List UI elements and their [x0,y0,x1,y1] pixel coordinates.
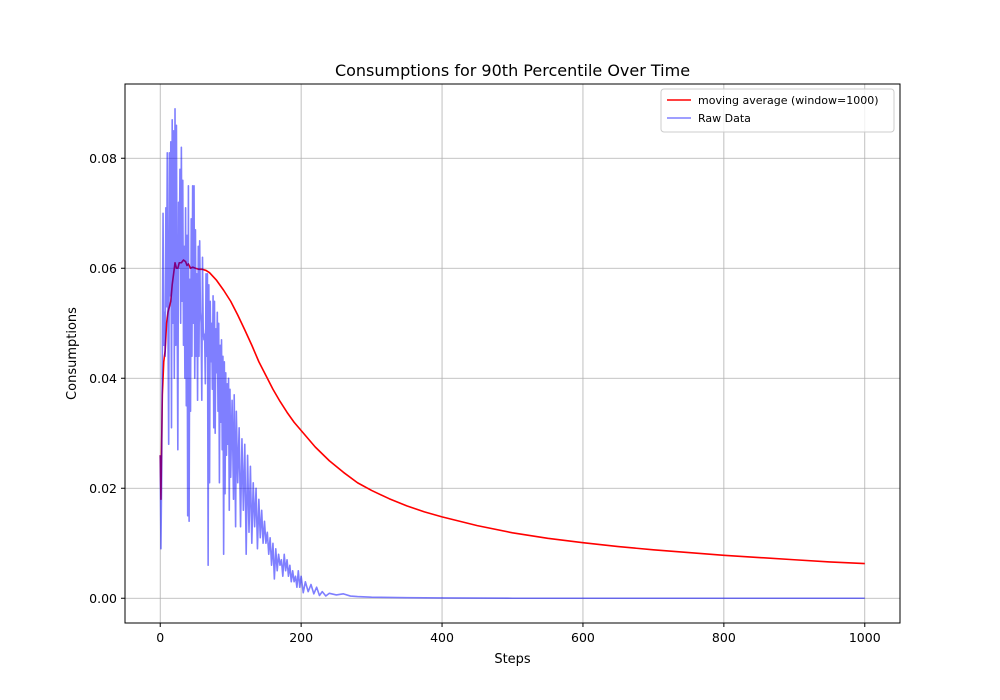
series-line-raw-data [159,107,865,600]
chart-title: Consumptions for 90th Percentile Over Ti… [335,61,690,80]
y-tick-label: 0.02 [89,481,117,496]
legend-box [660,88,895,133]
y-tick-label: 0.06 [89,261,117,276]
series-lines [159,107,865,600]
y-tick-label: 0.00 [89,591,117,606]
y-axis-label: Consumptions [65,307,80,400]
x-tick-label: 200 [289,630,313,645]
x-tick-label: 800 [712,630,736,645]
plot-frame [124,83,901,624]
legend-label-raw-data: Raw Data [698,112,751,125]
x-tick-label: 1000 [849,630,881,645]
y-tick-label: 0.04 [89,371,117,386]
x-tick-label: 600 [571,630,595,645]
y-tick-label: 0.08 [89,151,117,166]
legend: moving average (window=1000) Raw Data [660,88,895,133]
x-tick-label: 400 [430,630,454,645]
x-tick-label: 0 [156,630,164,645]
x-axis-label: Steps [494,652,531,667]
legend-label-moving-average: moving average (window=1000) [698,94,879,107]
axis-ticks: 0 200 400 600 800 1000 0.00 0.02 0.04 0.06 0.08 [89,151,881,645]
